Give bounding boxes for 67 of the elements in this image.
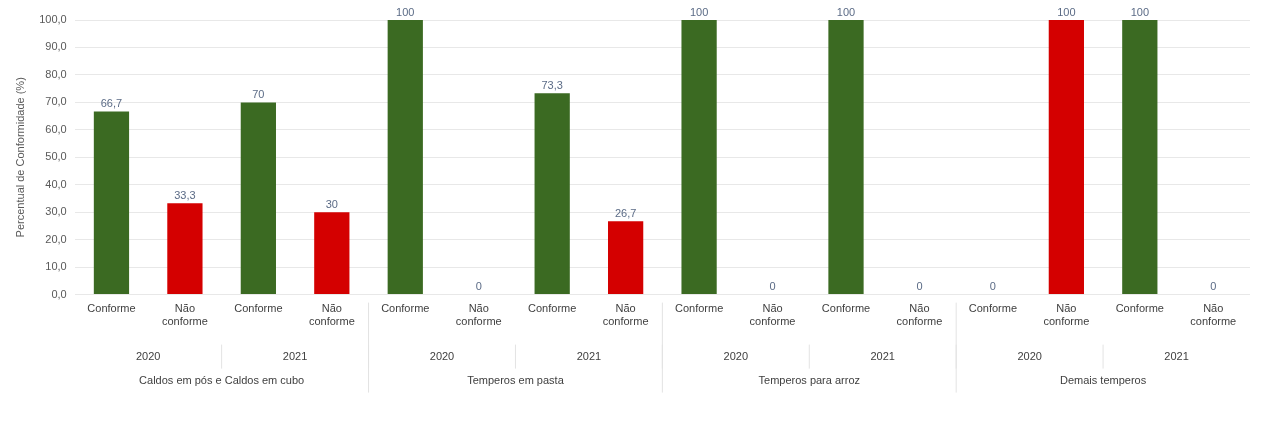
x-tick-label: Conforme (528, 302, 577, 315)
bar (828, 20, 864, 295)
data-label: 26,7 (614, 206, 637, 219)
data-label: 100 (836, 5, 856, 18)
data-label: 100 (396, 5, 415, 18)
text: 2021 (1164, 349, 1189, 362)
y-tick-label: 30,0 (45, 205, 67, 218)
x-tick-label: Não conforme (749, 302, 796, 328)
text: 2020 (135, 349, 161, 362)
text: 2021 (282, 349, 308, 362)
x-tick-label: Não conforme (1043, 302, 1090, 328)
x-tick-label: Não conforme (455, 302, 502, 328)
y-tick-label: 80,0 (45, 67, 67, 80)
y-axis-title: Percentual de Conformidade (%) (13, 77, 26, 238)
text: 2020 (723, 349, 749, 362)
y-tick-label: 0,0 (51, 287, 67, 300)
bar (608, 221, 644, 295)
bar (681, 20, 717, 295)
data-label: 66,7 (100, 96, 123, 109)
text: Demais temperos (1059, 373, 1147, 386)
x-tick-label: Conforme (234, 302, 283, 315)
text: Temperos para arroz (758, 373, 861, 386)
bar (93, 111, 130, 295)
data-label: 33,3 (174, 188, 196, 201)
text: 2021 (576, 349, 602, 362)
data-label: 0 (475, 280, 482, 293)
bar (387, 20, 423, 295)
data-label: 70 (252, 87, 265, 100)
data-label: 100 (689, 5, 709, 18)
bar (1048, 20, 1084, 295)
bar (314, 212, 350, 295)
bar (167, 203, 203, 295)
data-label: 0 (916, 280, 923, 293)
x-tick-label: Conforme (87, 302, 136, 315)
y-tick-label: 20,0 (45, 232, 67, 245)
data-label: 0 (989, 280, 996, 293)
data-label: 0 (769, 280, 776, 293)
data-label: 73,3 (541, 78, 563, 91)
data-label: 100 (1130, 5, 1149, 18)
x-tick-label: Conforme (674, 302, 724, 315)
x-tick-label: Não conforme (308, 302, 355, 328)
text: 2020 (429, 349, 455, 362)
bar (1122, 20, 1158, 295)
x-tick-label: Não conforme (602, 302, 649, 328)
y-tick-label: 10,0 (45, 260, 67, 273)
x-tick-label: Não conforme (896, 302, 943, 328)
data-label: 30 (325, 197, 338, 210)
y-tick-label: 50,0 (45, 150, 67, 163)
text: Caldos em pós e Caldos em cubo (139, 373, 305, 386)
x-tick-label: Conforme (381, 302, 430, 315)
text: Temperos em pasta (467, 373, 565, 386)
text: 2021 (870, 349, 895, 362)
bar (240, 102, 276, 295)
data-label: 100 (1057, 5, 1076, 18)
x-tick-label: Conforme (1115, 302, 1164, 315)
x-tick-label: Conforme (968, 302, 1018, 315)
y-tick-label: 100,0 (39, 13, 67, 26)
x-tick-label: Conforme (821, 302, 871, 315)
data-label: 0 (1210, 280, 1217, 293)
y-tick-label: 90,0 (45, 40, 67, 53)
x-tick-label: Não conforme (1190, 302, 1237, 328)
x-tick-label: Não conforme (161, 302, 208, 328)
text: 2020 (1017, 349, 1042, 362)
y-tick-label: 60,0 (45, 122, 67, 135)
y-tick-label: 40,0 (45, 177, 67, 190)
bar (534, 93, 570, 295)
y-tick-label: 70,0 (45, 95, 67, 108)
